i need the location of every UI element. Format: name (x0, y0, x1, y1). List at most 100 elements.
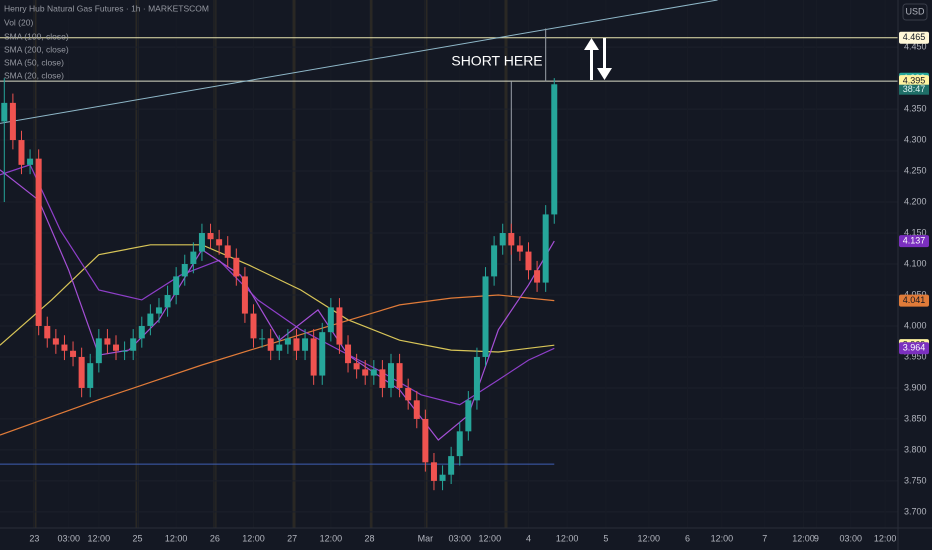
candle-body (1, 102, 8, 122)
x-tick-label: 03:00 (448, 533, 471, 543)
price-tag-label: 4.395 (903, 76, 926, 86)
candle-body (9, 102, 16, 141)
x-tick-label: 12:00 (556, 533, 579, 543)
candle-body (362, 369, 369, 376)
candle-body (138, 325, 145, 339)
candle-body (70, 350, 77, 357)
countdown: 38:47 (903, 84, 926, 94)
y-tick-label: 4.100 (904, 258, 927, 268)
candle-body (327, 307, 334, 333)
y-tick-label: 4.350 (904, 103, 927, 113)
candle-body (113, 344, 120, 351)
candle-body (224, 245, 231, 258)
x-tick-label: 12:00 (792, 533, 815, 543)
candle-body (276, 344, 283, 351)
price-tag (899, 31, 929, 44)
x-tick-label: 27 (287, 533, 297, 543)
candle-body (525, 251, 532, 271)
x-tick-label: 12:00 (242, 533, 265, 543)
candle-body (439, 474, 446, 481)
x-tick-label: 26 (210, 533, 220, 543)
volume-legend: Vol (20) (4, 17, 33, 27)
x-tick-label: 03:00 (57, 533, 80, 543)
x-tick-label: 25 (132, 533, 142, 543)
y-tick-label: 3.900 (904, 382, 927, 392)
candle-body (508, 233, 515, 246)
y-tick-label: 4.150 (904, 227, 927, 237)
legend-entry: SMA (20, close) (4, 70, 64, 80)
sma-line (0, 244, 555, 353)
legend-entry: SMA (100, close) (4, 31, 69, 41)
candle-body (259, 338, 266, 340)
y-tick-label: 4.000 (904, 320, 927, 330)
x-tick-label: Mar (418, 533, 434, 543)
candle-body (52, 338, 59, 345)
chart-title: Henry Hub Natural Gas Futures · 1h · MAR… (4, 3, 209, 13)
annotation: SHORT HERE (451, 53, 542, 69)
x-tick-label: 12:00 (479, 533, 502, 543)
candle-body (293, 338, 300, 351)
candle-body (353, 363, 360, 370)
price-tag (899, 75, 929, 88)
candle-body (473, 356, 480, 401)
y-tick-label: 4.200 (904, 196, 927, 206)
price-tag-label: 4.137 (903, 235, 926, 245)
candle-body (130, 338, 137, 351)
y-tick-label: 4.450 (904, 41, 927, 51)
candle-body (18, 140, 25, 165)
candle-body (207, 233, 214, 240)
candle-body (61, 344, 68, 351)
candle-body (233, 257, 240, 277)
candle-body (499, 233, 506, 246)
y-tick-label: 4.050 (904, 289, 927, 299)
arrows (584, 38, 612, 80)
candle-body (104, 338, 111, 345)
candle-body (491, 245, 498, 277)
candle-body (241, 276, 248, 314)
x-tick-label: 12:00 (165, 533, 188, 543)
candle-body (173, 276, 180, 295)
candle-body (405, 387, 412, 401)
candle-body (190, 251, 197, 264)
candle-body (456, 431, 463, 457)
candle-body (250, 313, 257, 339)
candle-body (413, 400, 420, 419)
x-tick-label: 12:00 (320, 533, 343, 543)
candle-body (267, 338, 274, 351)
candle-body (387, 363, 394, 388)
y-tick-label: 3.750 (904, 475, 927, 485)
legend-entry: SMA (200, close) (4, 44, 69, 54)
candle-body (430, 462, 437, 481)
price-tag (899, 294, 929, 307)
candle-body (87, 363, 94, 388)
currency[interactable]: USD (905, 6, 925, 16)
candle-body (534, 270, 541, 283)
candle-body (44, 325, 51, 339)
candle-body (181, 264, 188, 277)
y-tick-label: 3.850 (904, 413, 927, 423)
x-tick-label: 5 (603, 533, 608, 543)
currency-box[interactable] (902, 3, 928, 21)
x-tick-label: 12:00 (711, 533, 734, 543)
price-tag (899, 235, 929, 248)
candle-body (302, 338, 309, 351)
price-tag-label: 4.041 (903, 295, 926, 305)
x-tick-label: 12:00 (874, 533, 897, 543)
candle-body (422, 418, 429, 463)
y-tick-label: 4.250 (904, 165, 927, 175)
y-tick-label: 3.950 (904, 351, 927, 361)
x-tick-label: 4 (526, 533, 531, 543)
candle-body (95, 338, 102, 364)
y-tick-label: 3.800 (904, 444, 927, 454)
candle-body (482, 276, 489, 357)
candle-body (147, 313, 154, 326)
candle-body (310, 338, 317, 376)
y-tick-label: 3.700 (904, 506, 927, 516)
countdown-box (899, 84, 929, 95)
x-tick-label: 12:00 (638, 533, 661, 543)
candle-body (78, 356, 85, 388)
candle-body (379, 369, 386, 388)
sma-line (0, 294, 555, 436)
candle-body (164, 294, 171, 308)
